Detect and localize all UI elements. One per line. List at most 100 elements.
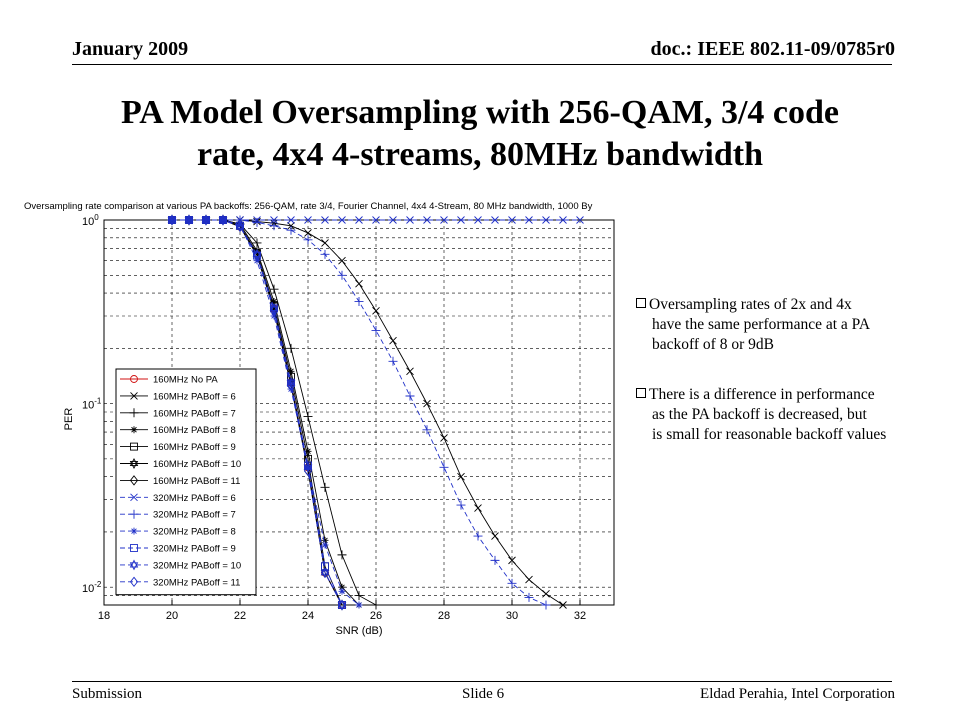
legend-label: 160MHz PABoff = 8 [153,425,236,436]
data-point [321,536,329,544]
data-point [355,601,363,609]
data-point [423,399,431,408]
data-point [525,216,533,224]
legend-label: 320MHz PABoff = 7 [153,510,236,521]
legend-label: 160MHz PABoff = 6 [153,391,236,402]
footer-rule [72,681,892,682]
data-point [508,216,516,224]
data-point [269,305,279,317]
data-point [252,217,262,227]
data-point [456,500,466,510]
x-tick-label: 26 [370,610,382,622]
data-point [184,214,194,226]
data-point [440,434,448,442]
data-point [542,216,550,224]
data-point [354,296,364,306]
data-point [337,599,347,611]
data-point [541,600,551,610]
footer-author: Eldad Perahia, Intel Corporation [700,686,895,702]
data-point [508,556,516,565]
data-point [320,249,330,259]
y-tick-label: 10-1 [82,397,102,412]
data-point [559,216,567,224]
slide-title-line: rate, 4x4 4-streams, 80MHz bandwidth [197,136,763,173]
legend-label: 320MHz PABoff = 10 [153,560,241,571]
x-tick-label: 24 [302,610,314,622]
x-tick-label: 20 [166,610,178,622]
header-doc-id: doc.: IEEE 802.11-09/0785r0 [650,38,895,60]
x-tick-label: 22 [234,610,246,622]
legend-marker [129,458,139,469]
data-point [252,250,262,261]
bullet-line: as the PA backoff is decreased, but [652,406,867,423]
data-point [338,583,346,591]
legend-marker [130,392,138,400]
data-point [525,575,533,584]
data-point [457,472,465,481]
legend-marker [129,509,139,519]
data-point [337,550,347,560]
data-point [389,336,397,345]
data-point [406,216,414,224]
data-point [473,531,483,541]
data-point [321,239,329,247]
legend-label: 160MHz PABoff = 7 [153,408,236,419]
data-point [252,238,262,248]
data-point [235,221,245,233]
data-point [270,216,278,224]
data-point [474,216,482,224]
header-date: January 2009 [72,38,189,60]
bullet-line: is small for reasonable backoff values [652,426,887,443]
data-point [491,532,499,540]
bullet-square-icon [636,388,646,398]
data-point [405,391,415,401]
bullet-square-icon [636,298,646,308]
legend-label: 160MHz PABoff = 10 [153,459,241,470]
bullet-line: have the same performance at a PA [652,316,871,333]
bullet-oversampling: Oversampling rates of 2x and 4x have the… [636,295,870,355]
data-point [287,385,295,393]
data-point [439,462,449,472]
data-point [354,591,364,601]
data-point [303,465,313,477]
y-tick-label: 10-2 [82,580,102,595]
x-tick-label: 18 [98,610,110,622]
data-point [269,284,279,294]
data-point [270,297,278,305]
bullet-line: Oversampling rates of 2x and 4x [649,296,852,313]
bullet-line: backoff of 8 or 9dB [652,336,774,353]
data-point [474,504,482,512]
data-point [355,279,363,288]
series-line [172,219,343,606]
data-point [304,216,312,224]
legend-label: 320MHz PABoff = 11 [153,577,240,588]
legend-marker [130,426,138,434]
data-point [303,235,313,245]
y-axis-label: PER [63,408,75,431]
legend-label: 320MHz PABoff = 9 [153,544,236,555]
legend-marker [129,559,139,571]
data-point [167,214,177,226]
legend-label: 320MHz PABoff = 8 [153,527,236,538]
data-point [338,587,346,595]
data-point [184,214,194,226]
data-point [406,367,414,376]
data-point [167,214,177,226]
data-point [491,216,499,224]
data-point [287,367,295,375]
data-point [440,216,448,224]
data-point [269,221,279,231]
x-axis-label: SNR (dB) [335,625,382,637]
data-point [389,216,397,224]
chart-title: Oversampling rate comparison at various … [24,201,593,212]
data-point [321,216,329,224]
data-point [287,378,295,387]
data-point [304,229,312,237]
legend-marker [130,493,138,502]
data-point [201,214,211,226]
legend-label: 160MHz No PA [153,375,218,386]
legend-marker [129,576,139,588]
footer-slide-number: Slide 6 [462,686,505,702]
data-point [235,221,245,232]
data-point [422,425,432,435]
